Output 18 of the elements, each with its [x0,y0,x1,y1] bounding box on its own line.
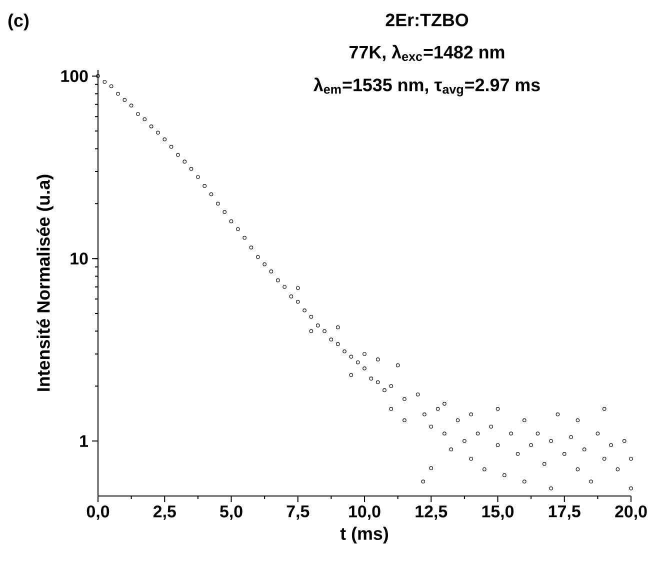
x-tick-label: 0,0 [86,505,110,520]
x-tick-label: 17,5 [548,505,580,520]
x-tick-label: 2,5 [153,505,176,520]
x-tick-label: 7,5 [286,505,310,520]
x-tick-label: 10,0 [349,505,380,520]
x-axis-title: t (ms) [340,526,388,544]
x-tick-label: 12,5 [416,505,448,520]
text: (c) [8,14,29,30]
annotation: λ$_{em}$=1535 nm, τ$_{avg}$=2.97 ms [313,78,540,96]
chart-subtitle: 77K, λ$_{exc}$=1482 nm [350,44,504,62]
y-axis-title: Intensité Normalisée (u.a) [36,174,54,391]
x-tick-label: 20,0 [615,505,647,520]
chart-title: 2Er:TZBO [386,14,468,26]
y-tick-label: 1 [80,435,88,447]
x-tick-label: 15,0 [482,505,514,520]
y-tick-label: 100 [61,70,88,82]
y-tick-label: 10 [70,252,88,265]
x-tick-label: 5,0 [220,505,242,520]
